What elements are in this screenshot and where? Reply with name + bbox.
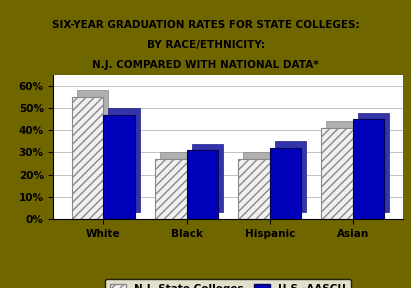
Bar	[187, 150, 218, 219]
Bar	[160, 152, 192, 212]
Bar	[353, 119, 384, 219]
Text: N.J. COMPARED WITH NATIONAL DATA*: N.J. COMPARED WITH NATIONAL DATA*	[92, 60, 319, 71]
Bar	[270, 148, 301, 219]
Legend: N.J. State Colleges, U.S.-AASCU: N.J. State Colleges, U.S.-AASCU	[105, 279, 351, 288]
Bar	[103, 115, 135, 219]
Bar	[275, 141, 306, 212]
Bar	[77, 90, 109, 212]
Bar	[109, 108, 140, 212]
Bar	[358, 113, 390, 212]
Bar	[326, 122, 358, 212]
Text: BY RACE/ETHNICITY:: BY RACE/ETHNICITY:	[146, 40, 265, 50]
Bar	[238, 159, 270, 219]
Bar	[321, 128, 353, 219]
Text: SIX-YEAR GRADUATION RATES FOR STATE COLLEGES:: SIX-YEAR GRADUATION RATES FOR STATE COLL…	[52, 20, 359, 30]
Bar	[155, 159, 187, 219]
Bar	[72, 97, 103, 219]
Bar	[243, 152, 275, 212]
Bar	[192, 143, 223, 212]
